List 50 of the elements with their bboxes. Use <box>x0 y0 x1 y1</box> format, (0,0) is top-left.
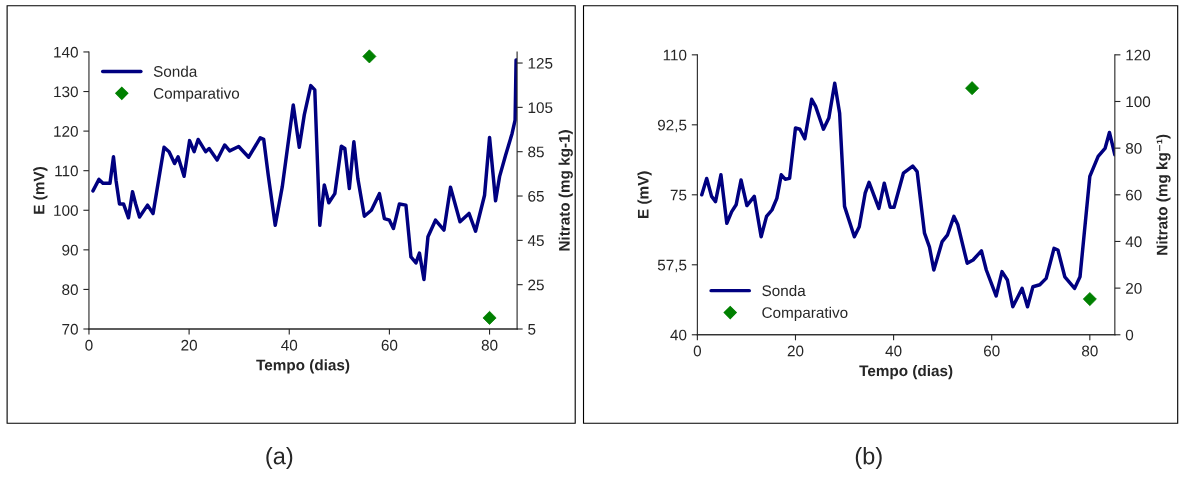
y2-tick-label: 80 <box>1125 143 1142 154</box>
y-tick-label: 70 <box>62 323 78 335</box>
y-tick-label: 110 <box>55 165 78 177</box>
text: (b) <box>855 447 882 470</box>
x-tick-label: 0 <box>693 345 702 357</box>
x-tick-label: 60 <box>381 339 398 351</box>
x-tick-label: 20 <box>181 339 197 351</box>
y-tick-label: 92,5 <box>657 119 687 133</box>
y2-tick-label: 85 <box>528 146 544 158</box>
y-tick-label: 40 <box>670 329 687 341</box>
y-tick-label: 120 <box>54 125 78 137</box>
y2-tick-label: 5 <box>528 324 536 335</box>
y-axis-title: E (mV) <box>33 167 48 214</box>
x-tick-label: 60 <box>983 345 1000 357</box>
y2-tick-label: 65 <box>528 190 544 202</box>
y-tick-label: 140 <box>54 46 78 58</box>
x-tick-label: 20 <box>787 345 804 357</box>
y2-tick-label: 40 <box>1125 236 1142 248</box>
y2-tick-label: 100 <box>1126 96 1151 108</box>
y-tick-label: 130 <box>54 86 78 98</box>
x-tick-label: 0 <box>85 339 93 351</box>
x-tick-label: 80 <box>1081 345 1098 357</box>
legend-label: Sonda <box>153 65 198 77</box>
x-axis-title: Tempo (dias) <box>256 359 350 374</box>
y-tick-label: 110 <box>663 49 687 61</box>
legend-label: Comparativo <box>153 87 240 102</box>
y-tick-label: 90 <box>62 244 78 256</box>
y2-tick-label: 25 <box>528 279 544 291</box>
y2-tick-label: 45 <box>527 235 544 247</box>
x-tick-label: 40 <box>281 339 298 351</box>
y2-tick-label: 60 <box>1126 189 1142 201</box>
y2-tick-label: 120 <box>1126 49 1151 61</box>
y-axis-title: E (mV) <box>637 171 652 218</box>
line-series <box>91 58 518 282</box>
y-tick-label: 75 <box>670 189 687 201</box>
text: (a) <box>266 447 293 470</box>
legend-label: Sonda <box>762 284 806 297</box>
y2-tick-label: 125 <box>528 57 553 69</box>
x-tick-label: 80 <box>481 339 498 351</box>
y2-tick-label: 0 <box>1125 329 1134 341</box>
y2-axis-title: Nitrato (mg kg-1) <box>558 130 573 251</box>
y2-tick-label: 105 <box>528 102 553 114</box>
legend-label: Comparativo <box>762 306 848 322</box>
x-tick-label: 40 <box>885 345 902 357</box>
y-tick-label: 80 <box>62 284 78 296</box>
y2-tick-label: 20 <box>1126 282 1142 294</box>
y-tick-label: 100 <box>54 205 78 216</box>
y2-axis-title: Nitrato (mg kg⁻¹) <box>1156 134 1171 255</box>
x-axis-title: Tempo (dias) <box>859 364 953 380</box>
y-tick-label: 57,5 <box>657 259 687 273</box>
